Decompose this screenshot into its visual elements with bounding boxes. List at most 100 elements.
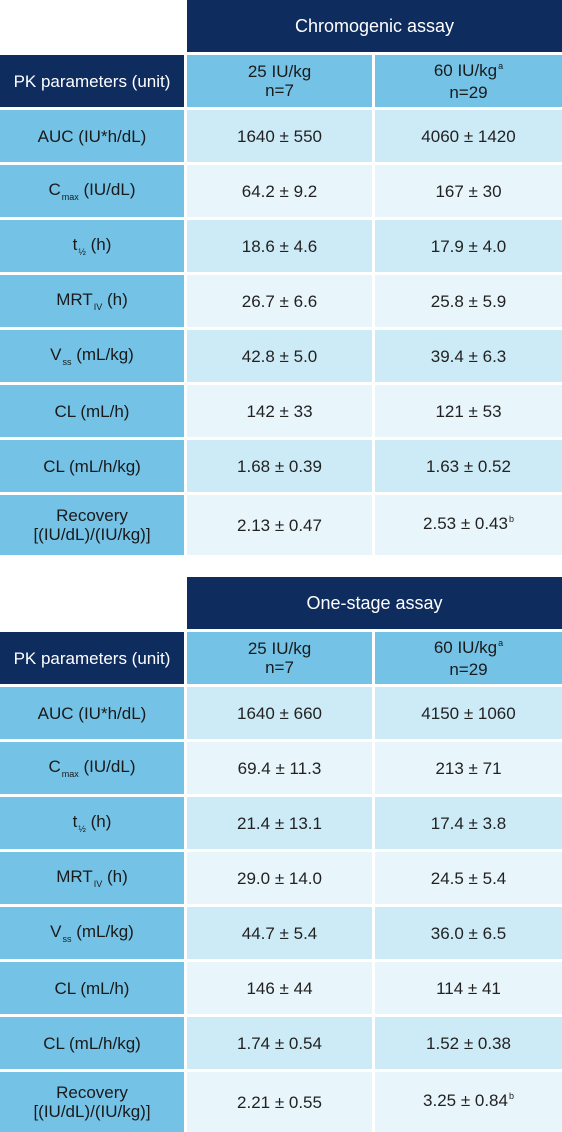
param-header: PK parameters (unit) <box>0 55 184 107</box>
group-header-60: 60 IU/kga n=29 <box>375 55 562 107</box>
value-60: 3.25 ± 0.84b <box>375 1072 562 1132</box>
label-main: C <box>48 757 61 776</box>
group-n: n=7 <box>265 81 294 100</box>
label-main: MRT <box>56 290 93 309</box>
label-line1: Recovery <box>56 506 128 525</box>
value-60: 114 ± 41 <box>375 962 562 1014</box>
group-dose: 60 IU/kg <box>433 60 498 80</box>
row-label: CL (mL/h) <box>0 962 184 1014</box>
label-unit: (h) <box>85 235 112 254</box>
label-subscript: ss <box>62 934 72 944</box>
label-unit: (mL/kg) <box>71 922 134 941</box>
label-subscript: max <box>61 769 79 779</box>
row-label: Recovery [(IU/dL)/(IU/kg)] <box>0 1072 184 1132</box>
value-60: 1.63 ± 0.52 <box>375 440 562 492</box>
value-25: 29.0 ± 14.0 <box>187 852 372 904</box>
group-n: n=7 <box>265 658 294 677</box>
label-line2: [(IU/dL)/(IU/kg)] <box>33 1102 151 1121</box>
group-dose: 60 IU/kg <box>433 637 498 657</box>
row-label: Vss (mL/kg) <box>0 907 184 959</box>
table-row: AUC (IU*h/dL) 1640 ± 660 4150 ± 1060 <box>0 687 562 739</box>
value-25: 26.7 ± 6.6 <box>187 275 372 327</box>
table-row: Vss (mL/kg) 42.8 ± 5.0 39.4 ± 6.3 <box>0 330 562 382</box>
table-row: t½ (h) 18.6 ± 4.6 17.9 ± 4.0 <box>0 220 562 272</box>
value-25: 42.8 ± 5.0 <box>187 330 372 382</box>
table-row: CL (mL/h/kg) 1.68 ± 0.39 1.63 ± 0.52 <box>0 440 562 492</box>
value-60: 17.9 ± 4.0 <box>375 220 562 272</box>
label-line2: [(IU/dL)/(IU/kg)] <box>33 525 151 544</box>
value-60: 121 ± 53 <box>375 385 562 437</box>
value-25: 64.2 ± 9.2 <box>187 165 372 217</box>
group-dose: 25 IU/kg <box>247 62 312 81</box>
value-60: 213 ± 71 <box>375 742 562 794</box>
row-label: t½ (h) <box>0 797 184 849</box>
label-main: MRT <box>56 867 93 886</box>
table-row: t½ (h) 21.4 ± 13.1 17.4 ± 3.8 <box>0 797 562 849</box>
value-60: 4150 ± 1060 <box>375 687 562 739</box>
value-text: 2.53 ± 0.43 <box>423 514 508 533</box>
value-25: 44.7 ± 5.4 <box>187 907 372 959</box>
value-25: 1640 ± 550 <box>187 110 372 162</box>
label-subscript: IV <box>93 302 103 312</box>
label-main: t <box>72 235 78 254</box>
row-label: AUC (IU*h/dL) <box>0 110 184 162</box>
label-unit: (IU/dL) <box>78 180 136 199</box>
row-label: CL (mL/h) <box>0 385 184 437</box>
label-subscript: ss <box>62 357 72 367</box>
label-subscript: max <box>61 192 79 202</box>
table-row: Cmax (IU/dL) 64.2 ± 9.2 167 ± 30 <box>0 165 562 217</box>
value-25: 1640 ± 660 <box>187 687 372 739</box>
table-row: MRTIV (h) 26.7 ± 6.6 25.8 ± 5.9 <box>0 275 562 327</box>
label-unit: (mL/kg) <box>71 345 134 364</box>
table-row: CL (mL/h) 146 ± 44 114 ± 41 <box>0 962 562 1014</box>
row-label: Cmax (IU/dL) <box>0 742 184 794</box>
label-unit: (IU/dL) <box>78 757 136 776</box>
row-label: Recovery [(IU/dL)/(IU/kg)] <box>0 495 184 555</box>
group-header-60: 60 IU/kga n=29 <box>375 632 562 684</box>
footnote-marker: a <box>498 637 504 648</box>
row-label: CL (mL/h/kg) <box>0 1017 184 1069</box>
value-60: 39.4 ± 6.3 <box>375 330 562 382</box>
table-row: MRTIV (h) 29.0 ± 14.0 24.5 ± 5.4 <box>0 852 562 904</box>
footnote-marker: a <box>498 60 504 71</box>
footnote-marker: b <box>508 1091 514 1101</box>
column-header-row: PK parameters (unit) 25 IU/kg n=7 60 IU/… <box>0 55 562 107</box>
group-header-25: 25 IU/kg n=7 <box>187 632 372 684</box>
label-unit: (h) <box>85 812 112 831</box>
table-row: AUC (IU*h/dL) 1640 ± 550 4060 ± 1420 <box>0 110 562 162</box>
value-60: 24.5 ± 5.4 <box>375 852 562 904</box>
value-60: 36.0 ± 6.5 <box>375 907 562 959</box>
value-60: 25.8 ± 5.9 <box>375 275 562 327</box>
row-label: MRTIV (h) <box>0 275 184 327</box>
value-text: 3.25 ± 0.84 <box>423 1091 508 1110</box>
table-row: Vss (mL/kg) 44.7 ± 5.4 36.0 ± 6.5 <box>0 907 562 959</box>
table-row: CL (mL/h) 142 ± 33 121 ± 53 <box>0 385 562 437</box>
value-60: 17.4 ± 3.8 <box>375 797 562 849</box>
footnote-marker: b <box>508 514 514 524</box>
param-header: PK parameters (unit) <box>0 632 184 684</box>
label-subscript: ½ <box>78 247 86 257</box>
label-subscript: IV <box>93 879 103 889</box>
label-unit: (h) <box>102 290 128 309</box>
value-60: 167 ± 30 <box>375 165 562 217</box>
value-60: 4060 ± 1420 <box>375 110 562 162</box>
table-row: Recovery [(IU/dL)/(IU/kg)] 2.13 ± 0.47 2… <box>0 495 562 555</box>
row-label: AUC (IU*h/dL) <box>0 687 184 739</box>
value-25: 1.74 ± 0.54 <box>187 1017 372 1069</box>
title-row: Chromogenic assay <box>0 0 562 52</box>
label-main: V <box>50 922 62 941</box>
column-header-row: PK parameters (unit) 25 IU/kg n=7 60 IU/… <box>0 632 562 684</box>
label-main: t <box>72 812 78 831</box>
value-25: 146 ± 44 <box>187 962 372 1014</box>
group-header-25: 25 IU/kg n=7 <box>187 55 372 107</box>
value-25: 18.6 ± 4.6 <box>187 220 372 272</box>
group-n: n=29 <box>449 82 488 102</box>
label-line1: Recovery <box>56 1083 128 1102</box>
row-label: Cmax (IU/dL) <box>0 165 184 217</box>
table-row: Cmax (IU/dL) 69.4 ± 11.3 213 ± 71 <box>0 742 562 794</box>
value-25: 2.21 ± 0.55 <box>187 1072 372 1132</box>
assay-title: One-stage assay <box>187 577 562 629</box>
value-25: 142 ± 33 <box>187 385 372 437</box>
label-unit: (h) <box>102 867 128 886</box>
value-25: 21.4 ± 13.1 <box>187 797 372 849</box>
